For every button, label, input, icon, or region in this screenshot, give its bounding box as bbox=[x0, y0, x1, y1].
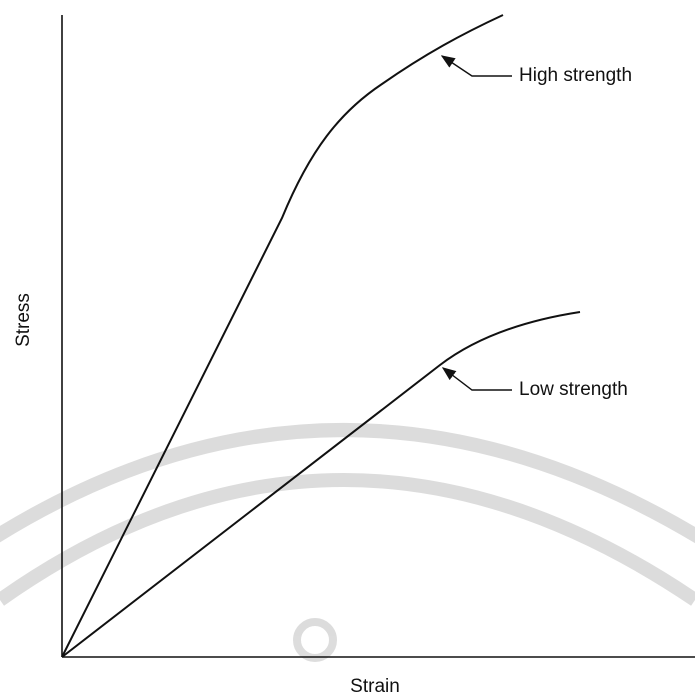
low-strength-label: Low strength bbox=[519, 379, 628, 400]
high-strength-label: High strength bbox=[519, 65, 632, 86]
low-strength-curve bbox=[61, 311, 581, 658]
high-strength-leader bbox=[440, 55, 512, 77]
low-strength-leader bbox=[441, 367, 512, 391]
watermark bbox=[0, 423, 695, 662]
high-strength-curve bbox=[61, 14, 504, 658]
x-axis-label: Strain bbox=[350, 676, 400, 697]
y-axis-label: Stress bbox=[13, 293, 34, 347]
